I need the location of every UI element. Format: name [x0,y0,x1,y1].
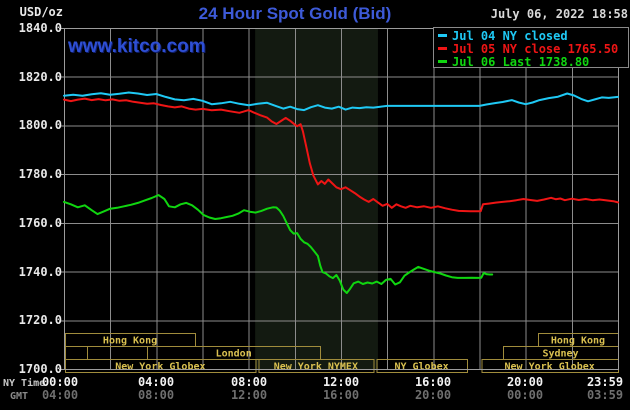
nymex-session-band [255,28,378,369]
session-label: New York NYMEX [274,362,358,373]
ny-time-caption: NY Time [3,378,46,389]
ny-time-label: 04:00 [137,375,175,389]
legend-swatch [438,34,447,37]
session-label: Hong Kong [551,336,605,347]
ny-time-label: 12:00 [322,375,360,389]
y-axis-label: 1780.0 [18,167,62,182]
legend-item: Jul 04 NY closed [438,30,628,43]
session-box [87,346,149,360]
session-label: New York Globex [505,362,595,373]
page-title: 24 Hour Spot Gold (Bid) [198,4,392,23]
price-line-2 [63,194,494,294]
price-line-1 [63,97,619,213]
session-box [65,359,257,373]
legend-swatch [438,60,447,63]
y-axis-label: 1740.0 [18,264,62,279]
gmt-time-label: 00:00 [506,388,544,402]
legend-label: Jul 04 NY closed [452,29,568,43]
kitco-link[interactable]: www.kitco.com [68,36,206,57]
ny-time-label: 08:00 [230,375,268,389]
legend-label: Jul 05 NY close 1765.50 [452,42,619,56]
y-axis-label: 1840.0 [18,21,62,35]
y-axis-label: 1820.0 [18,69,62,84]
session-label: Hong Kong [103,336,157,347]
session-box [258,359,375,373]
gmt-time-label: 08:00 [137,388,175,402]
y-axis-label: 1800.0 [18,118,62,133]
ny-time-label: 16:00 [414,375,452,389]
legend: Jul 04 NY closed Jul 05 NY close 1765.50 J… [433,27,629,68]
session-box [65,346,89,360]
legend-item: Jul 06 Last 1738.80 [438,56,628,69]
gmt-time-label: 20:00 [414,388,452,402]
chart-datetime: July 06, 2022 18:58 [490,7,628,21]
ny-time-label: 23:59 [586,375,624,389]
y-axis-units: USD/oz [19,5,63,19]
price-line-0 [63,91,619,112]
gmt-time-label: 16:00 [322,388,360,402]
legend-swatch [438,47,447,50]
ny-time-label: 20:00 [506,375,544,389]
gmt-time-label: 04:00 [41,388,79,402]
y-axis-label: 1720.0 [18,313,62,328]
session-label: NY Globex [394,362,448,373]
session-label: Sydney [542,349,578,360]
legend-item: Jul 05 NY close 1765.50 [438,43,628,56]
session-label: New York Globex [115,362,205,373]
y-axis-label: 1760.0 [18,215,62,230]
gmt-time-label: 03:59 [586,388,624,402]
gmt-caption: GMT [10,391,29,402]
y-axis-label: 1700.0 [18,362,62,376]
gmt-time-label: 12:00 [230,388,268,402]
plot-border [64,28,619,370]
ny-time-label: 00:00 [41,375,79,389]
session-box [376,359,468,373]
session-label: London [216,349,252,360]
legend-label: Jul 06 Last 1738.80 [452,55,590,69]
